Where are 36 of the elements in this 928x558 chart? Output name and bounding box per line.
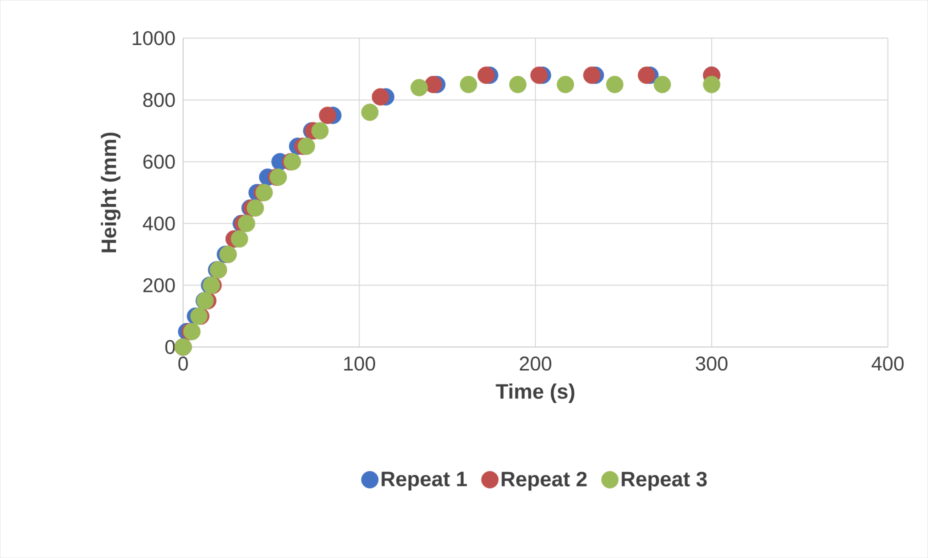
point [654,76,671,94]
point [460,76,478,94]
y-tick-label: 800 [143,92,175,107]
x-tick-label: 300 [696,356,728,371]
point [583,66,601,84]
y-axis-title: Height (mm) [100,132,120,252]
point [477,66,495,84]
point [530,66,548,84]
point [372,88,390,106]
x-axis-title: Time (s) [496,383,574,403]
legend-label: Repeat 3 [622,472,707,491]
point [238,214,256,232]
legend-label: Repeat 1 [382,472,467,490]
point [638,66,656,84]
y-tick-label: 200 [143,278,175,292]
point [318,106,336,124]
x-tick-label: 100 [344,356,376,371]
point [556,76,574,94]
y-tick-label: 1000 [132,31,175,46]
point [606,76,624,94]
x-tick-label: 0 [178,356,188,371]
point [298,138,316,155]
point [424,76,442,94]
point [246,199,264,217]
y-tick-label: 0 [165,340,175,354]
point [230,230,248,248]
y-tick-label: 400 [142,216,175,230]
x-tick-label: 200 [520,356,552,371]
x-tick-label: 400 [872,356,904,371]
y-tick-label: 600 [143,154,175,169]
legend-label: Repeat 2 [502,472,587,491]
point [361,104,379,121]
point [311,122,329,140]
point [410,78,428,96]
point [509,76,527,94]
point [702,76,720,94]
